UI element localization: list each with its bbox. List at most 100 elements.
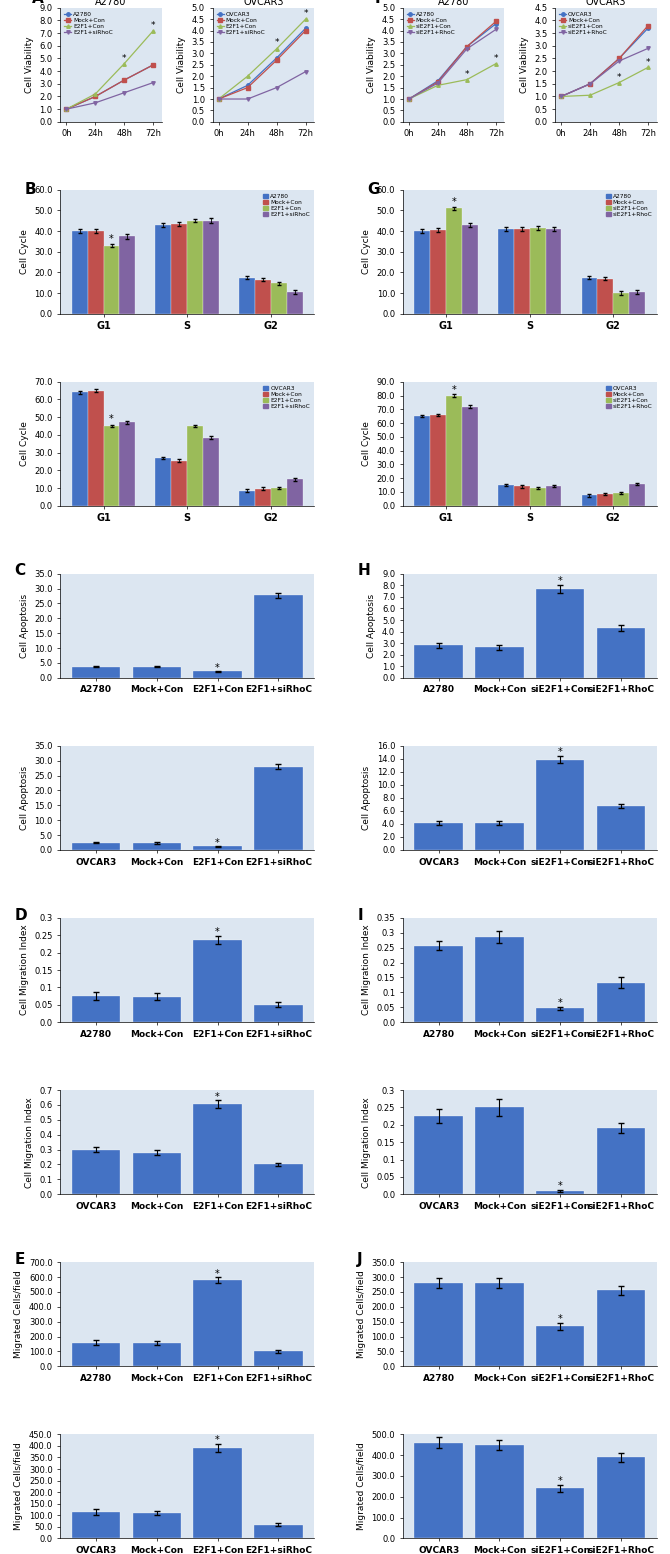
Line: A2780: A2780 (407, 22, 498, 101)
Text: *: * (109, 415, 114, 424)
Text: *: * (557, 1181, 562, 1192)
Text: B: B (25, 182, 36, 197)
siE2F1+RhoC (615, 51, 623, 70)
Text: *: * (452, 197, 456, 207)
Bar (414, 822, 463, 850)
Mock+Con (557, 87, 565, 106)
Bar (133, 1343, 181, 1366)
Bar (72, 996, 121, 1023)
OVCAR3 (214, 90, 222, 109)
Bar (193, 940, 242, 1023)
Y-axis label: Cell Cycle: Cell Cycle (19, 230, 29, 274)
Line: OVCAR3: OVCAR3 (217, 26, 308, 101)
OVCAR3 (615, 50, 623, 68)
siE2F1+RhoC (463, 39, 471, 57)
Bar (430, 415, 446, 505)
Bar (475, 1445, 524, 1538)
Bar (72, 1512, 121, 1538)
Text: *: * (109, 235, 114, 244)
Bar (133, 1153, 181, 1193)
Legend: OVCAR3, Mock+Con, E2F1+Con, E2F1+siRhoC: OVCAR3, Mock+Con, E2F1+Con, E2F1+siRhoC (262, 385, 311, 410)
Bar (536, 1326, 584, 1366)
Line: E2F1+Con: E2F1+Con (64, 30, 155, 110)
Bar (530, 228, 545, 314)
Bar (475, 1284, 524, 1366)
A2780 (434, 71, 442, 90)
Bar (271, 488, 287, 505)
Legend: OVCAR3, Mock+Con, siE2F1+Con, siE2F1+RhoC: OVCAR3, Mock+Con, siE2F1+Con, siE2F1+Rho… (558, 11, 609, 36)
A2780 (492, 14, 500, 33)
Bar (596, 982, 645, 1023)
Text: *: * (617, 73, 621, 82)
siE2F1+Con (434, 76, 442, 95)
Text: *: * (215, 926, 220, 937)
Mock+Con (434, 73, 442, 92)
Bar (187, 426, 203, 505)
Bar (72, 842, 121, 850)
Bar (193, 1280, 242, 1366)
Bar (596, 628, 645, 678)
Bar (119, 423, 135, 505)
Y-axis label: Migrated Cells/field: Migrated Cells/field (357, 1270, 366, 1358)
Bar (254, 1164, 303, 1193)
siE2F1+Con (557, 87, 565, 106)
Bar (155, 458, 172, 505)
Bar (72, 1150, 121, 1193)
Line: siE2F1+RhoC: siE2F1+RhoC (559, 47, 650, 98)
Line: siE2F1+RhoC: siE2F1+RhoC (407, 28, 498, 101)
Bar (498, 228, 514, 314)
Legend: OVCAR3, Mock+Con, siE2F1+Con, siE2F1+RhoC: OVCAR3, Mock+Con, siE2F1+Con, siE2F1+Rho… (604, 385, 654, 410)
Line: siE2F1+Con: siE2F1+Con (559, 65, 650, 98)
siE2F1+Con (405, 90, 413, 109)
Mock+Con (302, 22, 310, 40)
Bar (254, 1352, 303, 1366)
Bar (596, 1290, 645, 1366)
siE2F1+Con (644, 57, 652, 76)
Y-axis label: Cell Apoptosis: Cell Apoptosis (19, 594, 29, 657)
Mock+Con (91, 87, 99, 106)
Bar (133, 667, 181, 678)
Bar (72, 393, 88, 505)
Bar (133, 1514, 181, 1538)
E2F1+Con (62, 99, 70, 118)
Mock+Con (214, 90, 222, 109)
Text: F: F (375, 0, 385, 6)
E2F1+siRhoC (244, 90, 252, 109)
Title: OVCAR3: OVCAR3 (586, 0, 626, 6)
Bar (475, 646, 524, 678)
Text: J: J (357, 1253, 363, 1267)
Bar (72, 1343, 121, 1366)
Bar (255, 490, 271, 505)
Mock+Con (405, 90, 413, 109)
Y-axis label: Cell Cycle: Cell Cycle (19, 421, 29, 466)
Bar (514, 228, 530, 314)
Bar (598, 494, 613, 505)
Text: *: * (557, 1315, 562, 1324)
Bar (172, 460, 187, 505)
Legend: A2780, Mock+Con, siE2F1+Con, siE2F1+RhoC: A2780, Mock+Con, siE2F1+Con, siE2F1+RhoC (604, 193, 654, 218)
Bar (193, 847, 242, 850)
Mock+Con (149, 56, 157, 75)
siE2F1+RhoC (492, 20, 500, 39)
Bar (203, 438, 219, 505)
Bar (498, 485, 514, 505)
Bar (187, 221, 203, 314)
Bar (88, 390, 104, 505)
Y-axis label: Cell Migration Index: Cell Migration Index (362, 1097, 371, 1187)
Bar (414, 1116, 463, 1193)
siE2F1+Con (586, 85, 594, 104)
Bar (545, 228, 561, 314)
Bar (530, 488, 545, 505)
Line: Mock+Con: Mock+Con (217, 30, 308, 101)
OVCAR3 (244, 76, 252, 95)
E2F1+siRhoC (214, 90, 222, 109)
Bar (462, 407, 478, 505)
Y-axis label: Migrated Cells/field: Migrated Cells/field (14, 1442, 23, 1531)
Bar (430, 230, 446, 314)
Text: *: * (557, 998, 562, 1009)
Bar (72, 232, 88, 314)
Bar (414, 1284, 463, 1366)
Bar (119, 236, 135, 314)
A2780 (91, 87, 99, 106)
Text: *: * (557, 747, 562, 757)
